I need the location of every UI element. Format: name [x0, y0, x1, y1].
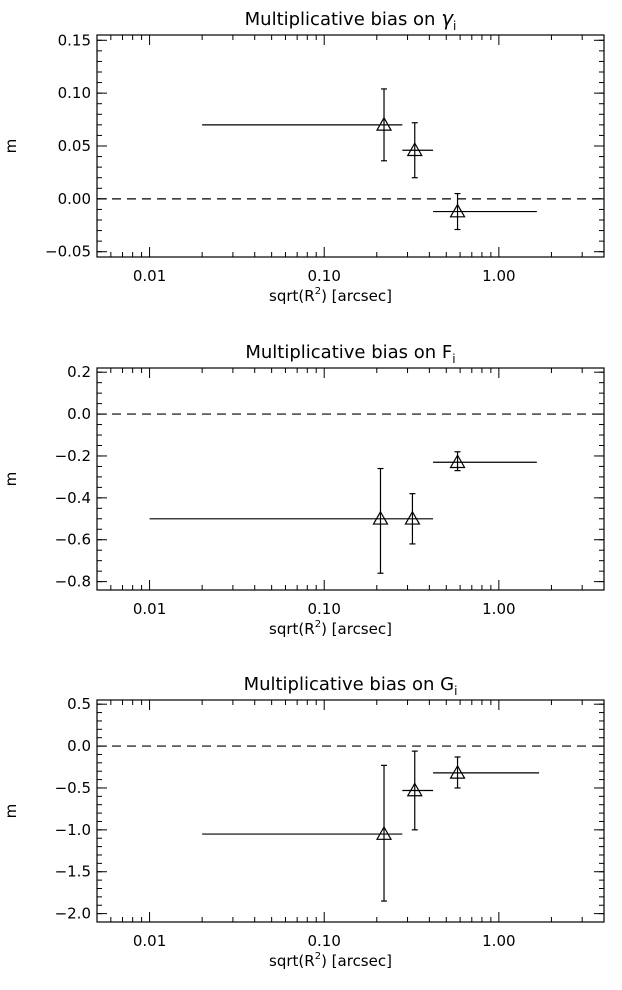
data-point	[399, 493, 434, 545]
x-tick-label: 0.10	[308, 600, 341, 618]
triangle-marker	[449, 764, 466, 779]
triangle-marker	[375, 825, 393, 840]
chart-panel-2: 0.01 0.10 1.00 −0.8 −0.6 −0.4 −0.2 0.0 0.2 Multip…	[2, 342, 605, 638]
y-tick-label: −1.0	[55, 821, 91, 839]
data-point	[433, 192, 537, 231]
y-tick-label: 0.0	[67, 405, 91, 423]
y-tick-label: 0.00	[58, 190, 91, 208]
x-tick-label: 1.00	[482, 600, 515, 618]
plot-frame	[96, 34, 605, 258]
triangle-marker	[406, 782, 423, 797]
x-tick-label: 0.01	[133, 267, 166, 285]
y-tick-label: 0.15	[58, 31, 91, 49]
y-tick-label: −0.6	[55, 531, 91, 549]
x-axis-label: sqrt(R2) [arcsec]	[269, 619, 392, 638]
chart-title: Multiplicative bias on Fi	[245, 342, 455, 366]
y-axis-label: m	[2, 139, 20, 154]
data-point	[149, 467, 400, 574]
y-tick-label: −0.05	[45, 243, 91, 261]
triangle-marker	[449, 454, 466, 469]
x-tick-label: 0.10	[308, 932, 341, 950]
data-point	[433, 756, 540, 789]
x-tick-label: 0.01	[133, 600, 166, 618]
y-axis-label: m	[2, 804, 20, 819]
triangle-marker	[404, 510, 421, 525]
y-axis-label: m	[2, 472, 20, 487]
x-axis-label: sqrt(R2) [arcsec]	[269, 286, 392, 305]
data-point	[202, 764, 403, 902]
x-tick-label: 1.00	[482, 267, 515, 285]
chart-panel-1: 0.01 0.10 1.00 −0.05 0.00 0.05 0.10 0.15 Multipl…	[2, 6, 605, 305]
data-point	[402, 750, 434, 831]
triangle-marker	[372, 510, 389, 525]
triangle-marker	[375, 116, 393, 131]
x-tick-label: 0.01	[133, 932, 166, 950]
plot-frame	[96, 699, 605, 923]
x-tick-label: 1.00	[482, 932, 515, 950]
triangle-marker	[406, 142, 423, 157]
x-axis-label: sqrt(R2) [arcsec]	[269, 951, 392, 970]
y-tick-label: 0.05	[58, 137, 91, 155]
chart-title: Multiplicative bias on γi	[245, 6, 457, 33]
y-tick-label: 0.5	[67, 695, 91, 713]
data-point	[433, 451, 537, 472]
y-tick-label: −0.2	[55, 447, 91, 465]
plot-frame	[96, 367, 605, 591]
y-tick-label: 0.10	[58, 84, 91, 102]
y-tick-label: −2.0	[55, 905, 91, 923]
y-tick-label: −0.8	[55, 573, 91, 591]
chart-title: Multiplicative bias on Gi	[244, 674, 458, 698]
y-tick-label: −0.5	[55, 779, 91, 797]
y-tick-label: 0.0	[67, 737, 91, 755]
y-tick-label: −1.5	[55, 863, 91, 881]
chart-panel-3: 0.01 0.10 1.00 −2.0 −1.5 −1.0 −0.5 0.0 0.5 Multip…	[2, 674, 605, 970]
x-tick-label: 0.10	[308, 267, 341, 285]
y-tick-label: 0.2	[67, 363, 91, 381]
triangle-marker	[449, 203, 466, 218]
y-tick-label: −0.4	[55, 489, 91, 507]
data-point	[202, 88, 403, 162]
data-point	[402, 122, 434, 179]
